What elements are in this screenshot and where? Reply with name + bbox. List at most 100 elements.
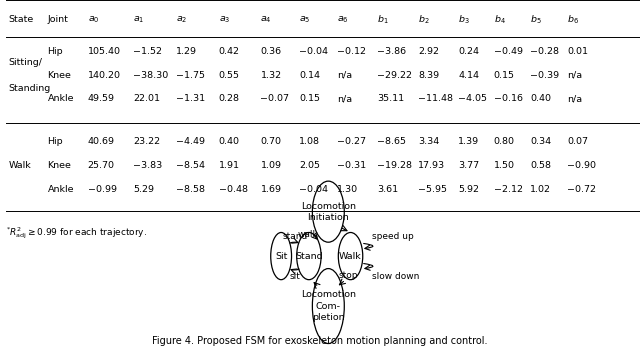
Text: Walk: Walk	[8, 161, 31, 170]
Text: Ankle: Ankle	[47, 94, 74, 103]
Text: −0.12: −0.12	[337, 47, 366, 56]
Text: 0.07: 0.07	[567, 137, 588, 146]
Text: stop: stop	[338, 271, 358, 280]
Text: $a_2$: $a_2$	[176, 14, 188, 25]
Text: 2.05: 2.05	[299, 161, 320, 170]
FancyArrowPatch shape	[364, 244, 373, 250]
Text: Knee: Knee	[47, 71, 72, 80]
Text: 1.50: 1.50	[493, 161, 515, 170]
Text: $b_5$: $b_5$	[531, 13, 542, 26]
Text: 140.20: 140.20	[88, 71, 120, 80]
Text: $a_4$: $a_4$	[260, 14, 272, 25]
Text: 0.14: 0.14	[299, 71, 320, 80]
Text: −1.31: −1.31	[176, 94, 205, 103]
Text: sit: sit	[289, 272, 300, 281]
Text: $a_6$: $a_6$	[337, 14, 349, 25]
Text: 1.09: 1.09	[260, 161, 282, 170]
Text: $b_3$: $b_3$	[458, 13, 470, 26]
Text: 5.29: 5.29	[133, 185, 154, 194]
Text: 2.92: 2.92	[419, 47, 439, 56]
Text: $a_1$: $a_1$	[133, 14, 145, 25]
Text: n/a: n/a	[567, 71, 582, 80]
Text: −0.72: −0.72	[567, 185, 596, 194]
Text: −0.90: −0.90	[567, 161, 596, 170]
Text: −0.28: −0.28	[531, 47, 559, 56]
Text: 0.34: 0.34	[531, 137, 552, 146]
Text: speed up: speed up	[372, 231, 414, 240]
Text: Locomotion
Initiation: Locomotion Initiation	[301, 202, 356, 222]
Text: −1.75: −1.75	[176, 71, 205, 80]
Text: −0.04: −0.04	[299, 185, 328, 194]
Text: 40.69: 40.69	[88, 137, 115, 146]
Text: 3.34: 3.34	[419, 137, 440, 146]
Text: 1.39: 1.39	[458, 137, 479, 146]
Text: Sit: Sit	[275, 252, 287, 261]
Text: n/a: n/a	[567, 94, 582, 103]
Text: ${}^{*}R^2_{\mathrm{adj}} \geq 0.99$ for each trajectory.: ${}^{*}R^2_{\mathrm{adj}} \geq 0.99$ for…	[6, 226, 147, 242]
Text: 0.28: 0.28	[219, 94, 239, 103]
Text: 0.55: 0.55	[219, 71, 239, 80]
Text: $b_2$: $b_2$	[419, 13, 430, 26]
Text: 23.22: 23.22	[133, 137, 160, 146]
Text: −19.28: −19.28	[377, 161, 412, 170]
Text: 0.40: 0.40	[531, 94, 552, 103]
Text: −2.12: −2.12	[493, 185, 523, 194]
Text: −8.58: −8.58	[176, 185, 205, 194]
Text: $b_6$: $b_6$	[567, 13, 579, 26]
Text: Stand: Stand	[295, 252, 323, 261]
Text: −8.65: −8.65	[377, 137, 406, 146]
Text: State: State	[8, 15, 33, 24]
Text: 8.39: 8.39	[419, 71, 440, 80]
Text: Hip: Hip	[47, 47, 63, 56]
Text: 1.91: 1.91	[219, 161, 239, 170]
Text: −0.49: −0.49	[493, 47, 523, 56]
Text: −0.99: −0.99	[88, 185, 116, 194]
Text: −38.30: −38.30	[133, 71, 168, 80]
Text: 4.14: 4.14	[458, 71, 479, 80]
Text: 0.80: 0.80	[493, 137, 515, 146]
Text: $a_0$: $a_0$	[88, 14, 99, 25]
Text: 22.01: 22.01	[133, 94, 160, 103]
Text: 0.58: 0.58	[531, 161, 552, 170]
Text: 25.70: 25.70	[88, 161, 115, 170]
Text: 49.59: 49.59	[88, 94, 115, 103]
Text: 1.08: 1.08	[299, 137, 320, 146]
Text: Walk: Walk	[339, 252, 362, 261]
Text: −4.49: −4.49	[176, 137, 205, 146]
Text: −4.05: −4.05	[458, 94, 487, 103]
Text: −0.27: −0.27	[337, 137, 366, 146]
Text: walk: walk	[297, 230, 318, 239]
Text: Sitting/: Sitting/	[8, 58, 42, 67]
Text: −3.86: −3.86	[377, 47, 406, 56]
Text: −5.95: −5.95	[419, 185, 447, 194]
Text: slow down: slow down	[372, 272, 420, 281]
Text: 0.70: 0.70	[260, 137, 282, 146]
Text: −0.16: −0.16	[493, 94, 523, 103]
Text: 3.61: 3.61	[377, 185, 398, 194]
Text: n/a: n/a	[337, 94, 352, 103]
Text: $a_3$: $a_3$	[219, 14, 230, 25]
Text: Ankle: Ankle	[47, 185, 74, 194]
Text: −0.39: −0.39	[531, 71, 559, 80]
Text: Figure 4. Proposed FSM for exoskeleton motion planning and control.: Figure 4. Proposed FSM for exoskeleton m…	[152, 336, 488, 346]
Text: 17.93: 17.93	[419, 161, 445, 170]
Text: 0.40: 0.40	[219, 137, 239, 146]
Text: Hip: Hip	[47, 137, 63, 146]
Text: 1.32: 1.32	[260, 71, 282, 80]
Text: $b_4$: $b_4$	[493, 13, 506, 26]
Text: Standing: Standing	[8, 84, 51, 93]
Text: −8.54: −8.54	[176, 161, 205, 170]
Text: 0.01: 0.01	[567, 47, 588, 56]
Text: −0.48: −0.48	[219, 185, 248, 194]
Text: 0.24: 0.24	[458, 47, 479, 56]
Text: Knee: Knee	[47, 161, 72, 170]
Text: 1.02: 1.02	[531, 185, 552, 194]
Text: 0.36: 0.36	[260, 47, 282, 56]
Text: −29.22: −29.22	[377, 71, 412, 80]
Text: −1.52: −1.52	[133, 47, 162, 56]
Text: −3.83: −3.83	[133, 161, 163, 170]
Text: 0.15: 0.15	[493, 71, 515, 80]
Text: 3.77: 3.77	[458, 161, 479, 170]
Text: Joint: Joint	[47, 15, 68, 24]
Text: 1.30: 1.30	[337, 185, 358, 194]
